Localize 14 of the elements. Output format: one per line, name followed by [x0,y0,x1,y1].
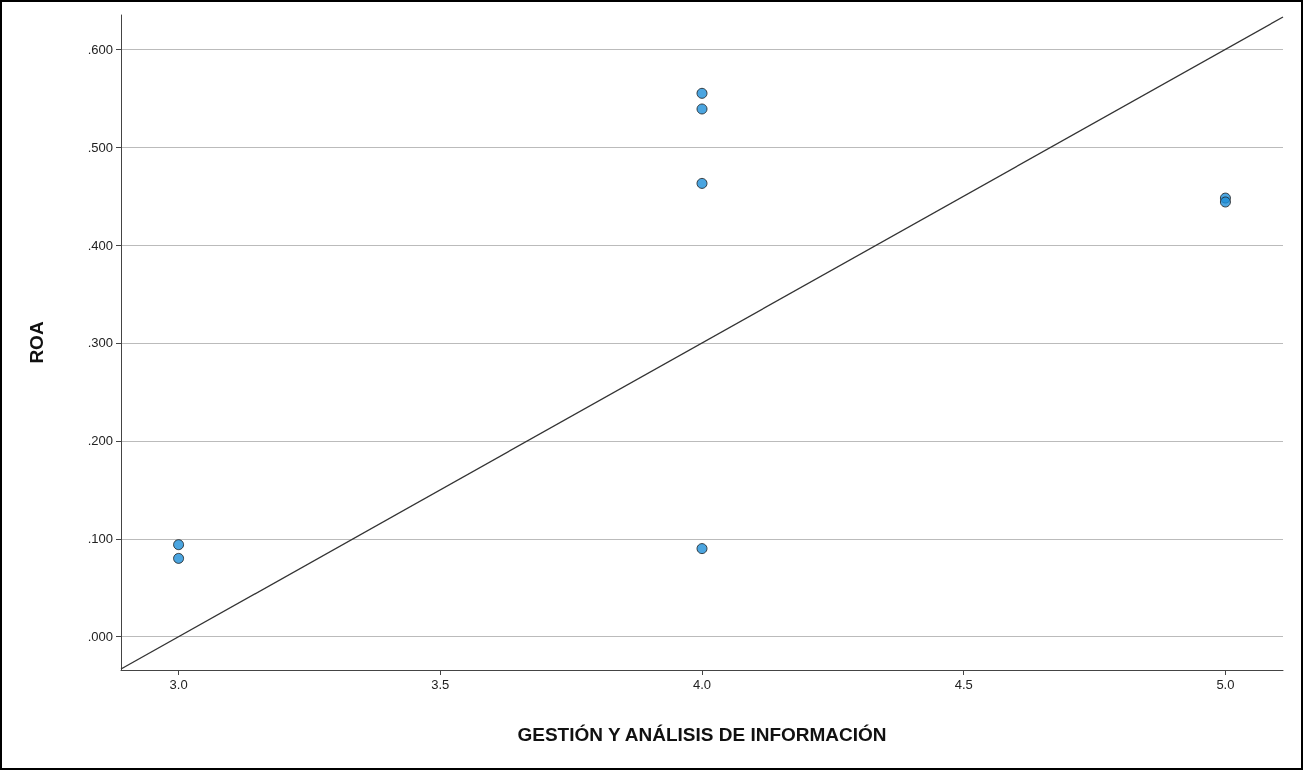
y-tick-label: .300 [87,335,113,351]
x-tick-label: 3.5 [431,677,450,692]
x-tick-label: 4.5 [954,677,973,692]
x-tick-label: 4.0 [692,677,712,692]
x-tick-label: 3.0 [169,677,188,692]
x-tick-label: 5.0 [1216,677,1235,692]
y-tick-label: .000 [87,629,113,645]
y-tick-label: .100 [87,531,113,547]
x-axis-title: GESTIÓN Y ANÁLISIS DE INFORMACIÓN [517,724,887,745]
y-tick-label: .500 [87,139,113,155]
y-axis-title: ROA [26,321,47,364]
y-tick-label: .200 [87,433,113,449]
y-tick-label: .400 [87,237,113,253]
y-tick-label: .600 [87,41,113,57]
